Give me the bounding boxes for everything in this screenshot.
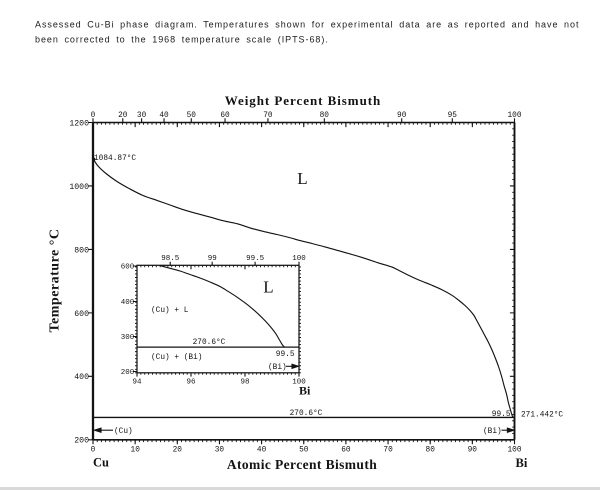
svg-text:96: 96 (186, 379, 196, 387)
svg-text:95: 95 (448, 112, 458, 120)
svg-text:70: 70 (383, 447, 393, 455)
svg-text:(Cu) + L: (Cu) + L (151, 307, 189, 315)
svg-text:98: 98 (240, 379, 249, 387)
svg-text:94: 94 (132, 379, 142, 387)
svg-text:80: 80 (426, 447, 436, 455)
svg-text:20: 20 (173, 447, 183, 455)
svg-text:Assessed Cu-Bi phase diagram.: Assessed Cu-Bi phase diagram. Temperatur… (35, 20, 579, 30)
svg-text:Cu: Cu (93, 456, 109, 470)
svg-text:1084.87°C: 1084.87°C (94, 154, 136, 163)
svg-text:200: 200 (74, 437, 89, 446)
svg-text:1000: 1000 (69, 183, 89, 192)
svg-text:40: 40 (257, 447, 267, 455)
svg-text:99.5: 99.5 (276, 351, 295, 359)
svg-text:600: 600 (74, 310, 89, 319)
svg-text:Bi: Bi (299, 384, 311, 398)
svg-text:800: 800 (74, 246, 89, 255)
svg-text:Weight Percent Bismuth: Weight Percent Bismuth (225, 93, 381, 108)
svg-text:30: 30 (137, 112, 147, 120)
svg-text:100: 100 (507, 112, 521, 120)
svg-text:90: 90 (468, 447, 478, 455)
svg-text:271.442°C: 271.442°C (521, 411, 563, 420)
svg-text:(Bi): (Bi) (268, 364, 287, 372)
svg-text:(Cu) + (Bi): (Cu) + (Bi) (151, 354, 202, 362)
svg-text:(Bi): (Bi) (483, 428, 502, 436)
svg-text:90: 90 (397, 112, 407, 120)
svg-text:10: 10 (131, 447, 141, 455)
svg-text:0: 0 (91, 447, 96, 455)
svg-text:(Cu): (Cu) (114, 428, 133, 436)
svg-text:50: 50 (187, 112, 197, 120)
svg-text:L: L (263, 278, 273, 297)
svg-text:98.5: 98.5 (161, 255, 180, 263)
svg-text:99.5: 99.5 (492, 411, 511, 419)
svg-text:60: 60 (341, 447, 351, 455)
svg-text:been corrected to the 1968 tem: been corrected to the 1968 temperature s… (35, 35, 329, 45)
svg-text:70: 70 (263, 112, 273, 120)
svg-text:300: 300 (121, 334, 135, 342)
svg-text:L: L (297, 169, 307, 188)
svg-text:270.6°C: 270.6°C (193, 338, 226, 347)
svg-text:600: 600 (121, 264, 135, 272)
svg-text:Temperature °C: Temperature °C (48, 229, 63, 333)
svg-text:0: 0 (91, 112, 96, 120)
svg-text:400: 400 (121, 299, 135, 307)
svg-text:100: 100 (507, 447, 521, 455)
svg-text:Bi: Bi (516, 456, 528, 470)
svg-text:200: 200 (121, 369, 135, 377)
svg-text:99.5: 99.5 (246, 255, 265, 263)
svg-text:30: 30 (215, 447, 225, 455)
svg-text:270.6°C: 270.6°C (290, 409, 323, 418)
svg-text:100: 100 (292, 379, 306, 387)
svg-text:60: 60 (220, 112, 230, 120)
svg-text:80: 80 (320, 112, 330, 120)
svg-text:40: 40 (159, 112, 169, 120)
svg-text:1200: 1200 (69, 119, 89, 128)
svg-text:99: 99 (208, 255, 217, 263)
svg-text:400: 400 (74, 373, 89, 382)
svg-text:100: 100 (292, 255, 306, 263)
svg-text:20: 20 (118, 112, 128, 120)
svg-text:Atomic Percent Bismuth: Atomic Percent Bismuth (227, 457, 377, 472)
svg-text:50: 50 (299, 447, 309, 455)
